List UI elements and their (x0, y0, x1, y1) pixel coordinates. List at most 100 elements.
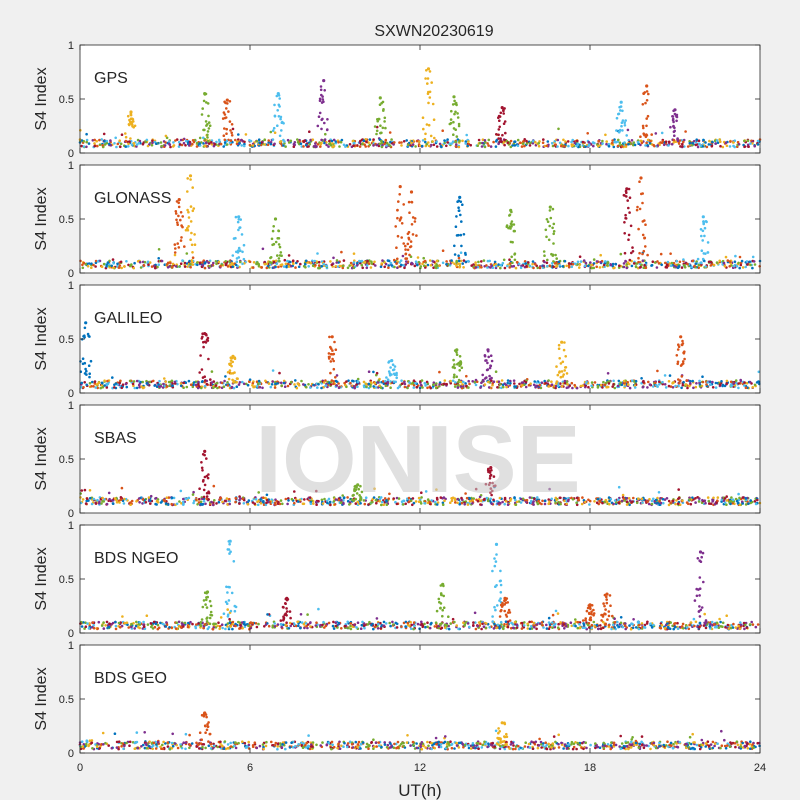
data-point (555, 257, 558, 260)
data-point (88, 622, 91, 625)
data-point (359, 139, 362, 143)
data-point (416, 263, 419, 267)
data-point (641, 124, 645, 128)
data-point (682, 140, 685, 144)
data-point (473, 380, 477, 384)
data-point (255, 385, 259, 388)
data-point (696, 145, 700, 149)
data-point (683, 357, 686, 361)
data-point (101, 496, 104, 500)
data-point-peak (203, 332, 207, 336)
data-point (403, 382, 407, 386)
data-point (122, 502, 126, 505)
data-point (115, 145, 118, 149)
data-point (285, 264, 289, 268)
data-point (273, 622, 277, 625)
data-point (449, 118, 453, 121)
data-point (494, 370, 498, 374)
data-point (362, 499, 366, 502)
data-point (240, 233, 244, 236)
data-point (395, 246, 398, 249)
data-point (324, 132, 327, 136)
data-point (490, 379, 493, 383)
data-point (332, 138, 336, 142)
data-point (213, 142, 217, 146)
data-point (704, 220, 708, 223)
data-point (349, 381, 352, 385)
data-point (679, 364, 683, 367)
data-point (415, 234, 418, 237)
data-point (201, 380, 204, 383)
data-point (562, 373, 565, 376)
data-point (96, 144, 99, 148)
data-point (164, 134, 168, 138)
data-point (353, 485, 357, 488)
data-point (381, 380, 385, 383)
data-point (408, 500, 411, 503)
data-point (372, 138, 375, 141)
data-point (556, 138, 560, 142)
data-point (235, 140, 239, 143)
data-point-peak (177, 198, 181, 202)
data-point (380, 131, 383, 135)
data-point (379, 124, 382, 127)
data-point (206, 139, 210, 143)
data-point (714, 386, 718, 389)
data-point (541, 141, 545, 144)
data-point (317, 260, 321, 264)
data-point (593, 500, 596, 503)
data-point (495, 133, 498, 136)
data-point (662, 143, 666, 147)
data-point (391, 363, 395, 367)
data-point (376, 381, 380, 384)
data-point (751, 142, 754, 145)
data-point (323, 121, 326, 125)
data-point (362, 380, 366, 384)
data-point (681, 360, 685, 363)
data-point (267, 624, 271, 628)
data-point (573, 383, 576, 387)
data-point (101, 386, 105, 389)
data-point (330, 263, 334, 267)
data-point (148, 261, 152, 264)
data-point (574, 618, 577, 621)
data-point (660, 623, 664, 627)
data-point (576, 498, 580, 502)
data-point (711, 140, 714, 144)
data-point (388, 374, 392, 377)
data-point (426, 77, 430, 80)
data-point (201, 376, 205, 379)
data-point (457, 209, 461, 212)
data-point (317, 499, 320, 503)
data-point (296, 141, 300, 144)
data-point (485, 496, 489, 500)
data-point (304, 262, 307, 266)
data-points (79, 174, 762, 270)
data-point (291, 259, 295, 263)
data-point (206, 133, 209, 137)
data-point (385, 500, 388, 503)
data-point (319, 88, 323, 92)
data-point (419, 502, 423, 505)
data-point (393, 265, 396, 269)
data-point (328, 335, 331, 339)
data-point (620, 145, 624, 148)
data-point (634, 379, 638, 383)
data-point (632, 141, 636, 144)
data-point (339, 501, 343, 505)
data-point (683, 266, 687, 269)
data-point (141, 627, 145, 630)
data-point (645, 124, 648, 128)
data-point (517, 500, 521, 503)
data-point (230, 364, 233, 368)
data-point (231, 622, 234, 626)
data-point (259, 498, 262, 501)
data-point (375, 132, 378, 136)
data-point (119, 145, 122, 149)
data-point (129, 503, 132, 507)
data-point (166, 266, 170, 269)
data-point (580, 502, 584, 506)
data-point (707, 499, 711, 503)
data-point (677, 265, 681, 268)
data-point (235, 380, 238, 384)
